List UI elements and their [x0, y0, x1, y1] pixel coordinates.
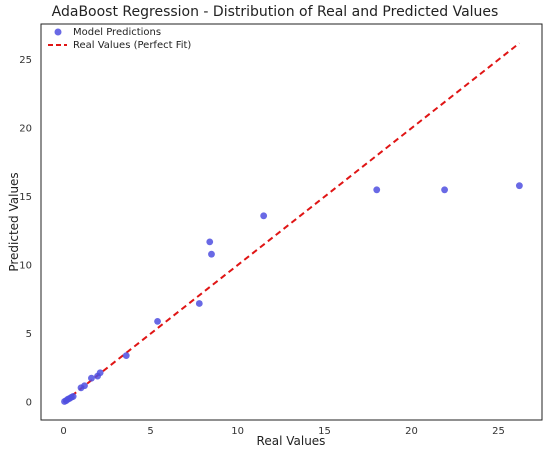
- prediction-point: [122, 352, 130, 359]
- prediction-point: [81, 382, 88, 390]
- prediction-point: [260, 212, 268, 220]
- legend: Model Predictions Real Values (Perfect F…: [48, 27, 191, 51]
- y-tick-label: 5: [26, 329, 32, 340]
- y-tick-label: 20: [19, 124, 32, 135]
- legend-label-perfect-fit: Real Values (Perfect Fit): [73, 40, 191, 51]
- y-tick-label: 10: [19, 261, 32, 272]
- prediction-point: [208, 250, 215, 258]
- x-axis-label: Real Values: [257, 434, 326, 448]
- y-axis-ticks: 0 5 10 15 20 25: [19, 55, 32, 409]
- prediction-point: [195, 300, 203, 307]
- prediction-point: [88, 374, 95, 382]
- prediction-point: [69, 393, 77, 400]
- y-tick-label: 25: [19, 55, 32, 66]
- legend-marker-model-predictions: [54, 28, 62, 36]
- prediction-point: [206, 238, 214, 246]
- prediction-points-layer: [61, 182, 523, 405]
- perfect-fit-line: [62, 42, 521, 403]
- prediction-point: [96, 369, 104, 377]
- x-tick-label: 10: [231, 426, 244, 437]
- prediction-point: [515, 182, 523, 190]
- y-tick-label: 0: [26, 398, 32, 409]
- prediction-point: [441, 186, 448, 194]
- x-tick-label: 15: [318, 426, 331, 437]
- perfect-fit-line-layer: [62, 42, 521, 403]
- prediction-point: [373, 186, 381, 194]
- y-tick-label: 15: [19, 192, 32, 203]
- x-tick-label: 5: [147, 426, 153, 437]
- y-axis-label: Predicted Values: [7, 172, 21, 271]
- x-tick-label: 20: [405, 426, 418, 437]
- x-tick-label: 0: [60, 426, 66, 437]
- x-tick-label: 25: [492, 426, 505, 437]
- prediction-point: [154, 317, 161, 325]
- chart-title: AdaBoost Regression - Distribution of Re…: [52, 4, 499, 20]
- x-axis-ticks: 0 5 10 15 20 25: [60, 426, 504, 437]
- legend-label-model-predictions: Model Predictions: [73, 27, 161, 38]
